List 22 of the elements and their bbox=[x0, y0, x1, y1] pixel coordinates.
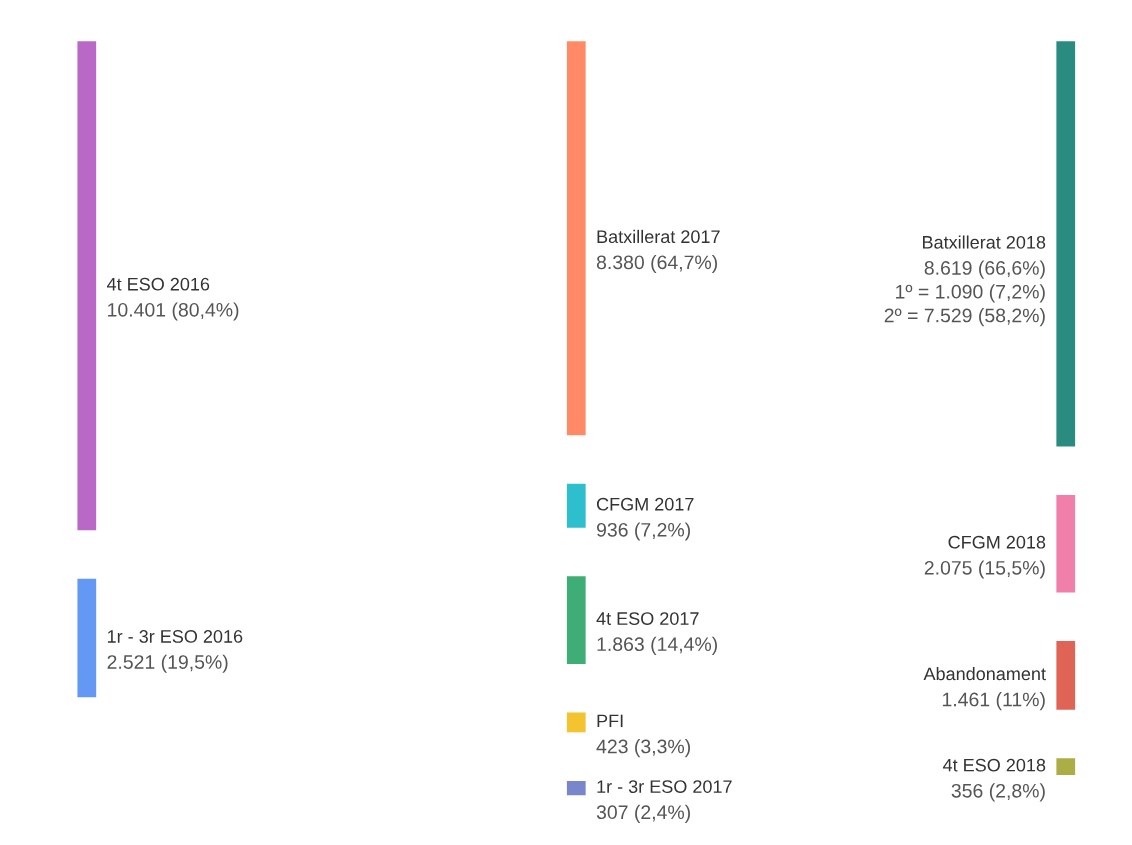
category-label: 4t ESO 2017 bbox=[596, 612, 699, 625]
category-label: PFI bbox=[597, 714, 623, 728]
data-label: 356 (2,8%) bbox=[951, 783, 1045, 802]
data-label: 1.863 (14,4%) bbox=[597, 636, 717, 655]
category-label: 4t ESO 2016 bbox=[107, 277, 210, 291]
data-label: 307 (2,4%) bbox=[596, 804, 690, 823]
category-label: CFGM 2017 bbox=[596, 497, 694, 511]
data-label: 423 (3,3%) bbox=[596, 739, 690, 758]
data-label: 936 (7,2%) bbox=[596, 522, 690, 541]
category-label: 1r - 3r ESO 2017 bbox=[597, 780, 732, 793]
category-label: 1r - 3r ESO 2016 bbox=[107, 630, 243, 643]
category-label: CFGM 2018 bbox=[948, 535, 1046, 549]
data-label: 2.075 (15,5%) bbox=[924, 560, 1045, 579]
category-label: Abandonament bbox=[923, 667, 1046, 681]
data-label: 2.521 (19,5%) bbox=[107, 654, 228, 673]
data-label: 8.380 (64,7%) bbox=[596, 254, 717, 274]
category-label: 4t ESO 2018 bbox=[943, 758, 1046, 772]
data-label: 1.461 (11%) bbox=[942, 692, 1045, 711]
category-label: Batxillerat 2018 bbox=[923, 235, 1046, 249]
data-label: 8.619 (66,6%) 1º = 1.090 (7,2%) 2º = 7.529 (58,2%) bbox=[884, 260, 1045, 327]
category-label: Batxillerat 2017 bbox=[597, 229, 720, 244]
data-label: 10.401 (80,4%) bbox=[108, 302, 239, 321]
